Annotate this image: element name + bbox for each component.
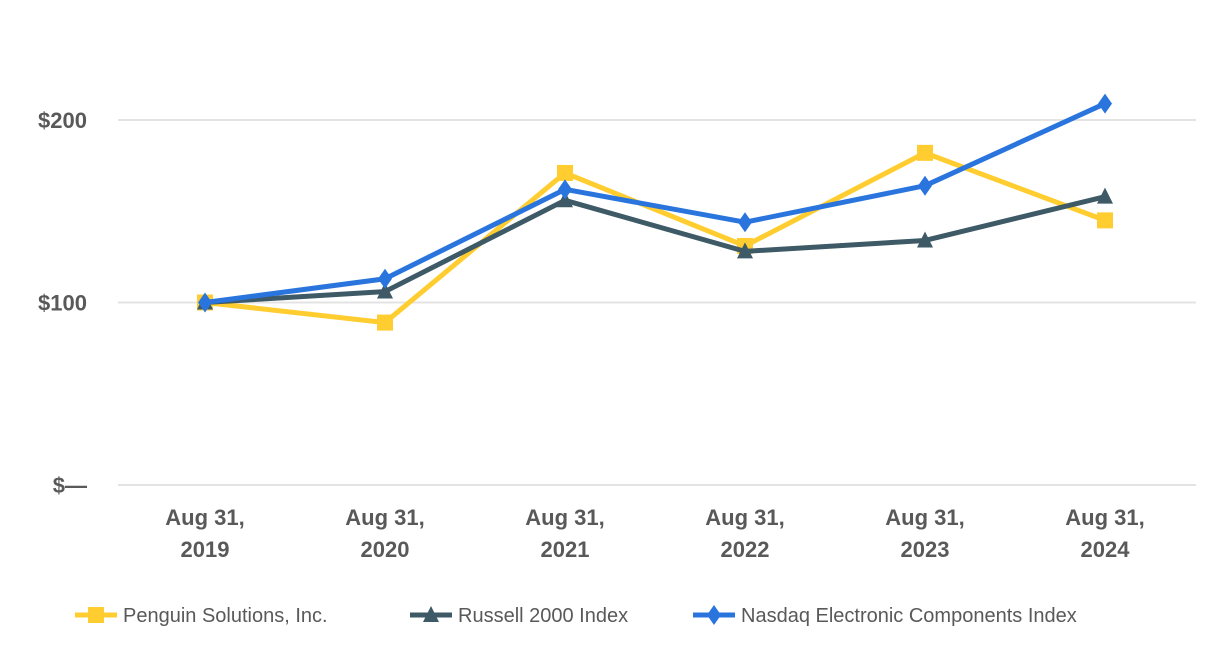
data-point — [1097, 187, 1113, 204]
x-tick-label: 2019 — [181, 537, 230, 562]
y-tick-label: $200 — [38, 108, 87, 133]
x-tick-label: 2021 — [541, 537, 590, 562]
data-point — [1097, 212, 1113, 229]
x-tick-label: Aug 31, — [885, 505, 964, 530]
x-tick-label: Aug 31, — [165, 505, 244, 530]
x-tick-label: Aug 31, — [345, 505, 424, 530]
series-0 — [204, 150, 1106, 326]
y-tick-label: $100 — [38, 291, 87, 316]
x-tick-label: Aug 31, — [705, 505, 784, 530]
legend-label: Russell 2000 Index — [458, 605, 628, 627]
legend-label: Nasdaq Electronic Components Index — [741, 605, 1077, 627]
data-point — [917, 231, 933, 248]
series-2 — [204, 101, 1107, 305]
series-line — [204, 150, 1106, 326]
data-point — [558, 179, 572, 200]
legend-label: Penguin Solutions, Inc. — [123, 605, 328, 627]
data-point — [198, 292, 212, 313]
data-point — [377, 282, 393, 299]
data-point — [557, 164, 573, 181]
x-tick-label: 2023 — [901, 537, 950, 562]
series-line — [204, 101, 1107, 305]
legend-marker — [423, 606, 439, 622]
x-tick-label: Aug 31, — [525, 505, 604, 530]
data-point — [378, 268, 392, 289]
legend-marker — [707, 605, 721, 625]
x-tick-label: Aug 31, — [1065, 505, 1144, 530]
data-point — [917, 144, 933, 161]
x-tick-label: 2020 — [361, 537, 410, 562]
x-tick-label: 2024 — [1081, 537, 1131, 562]
data-point — [1098, 93, 1112, 114]
series-1 — [204, 194, 1106, 305]
series-line — [204, 194, 1106, 305]
legend-marker — [88, 607, 104, 623]
data-point — [737, 242, 753, 259]
y-tick-label: $— — [53, 473, 87, 498]
data-point — [918, 175, 932, 196]
data-point — [738, 212, 752, 233]
data-point — [377, 314, 393, 331]
x-tick-label: 2022 — [721, 537, 770, 562]
